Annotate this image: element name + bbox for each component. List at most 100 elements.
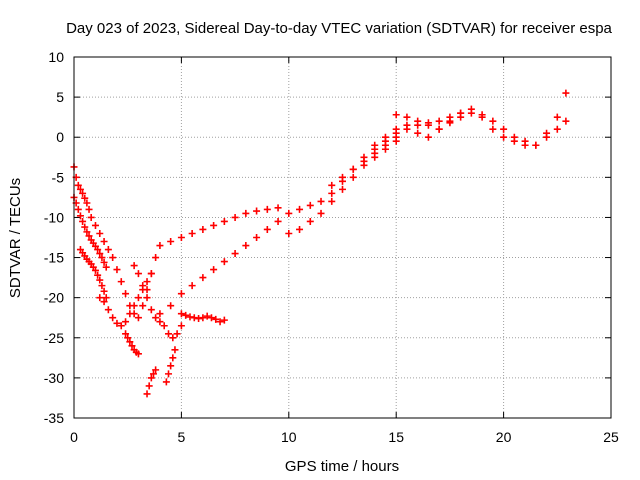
data-point bbox=[173, 330, 181, 338]
data-point bbox=[98, 282, 106, 290]
data-point bbox=[152, 314, 160, 322]
data-point bbox=[392, 133, 400, 141]
data-point bbox=[167, 362, 175, 370]
series-sat-05 bbox=[96, 270, 155, 330]
data-point bbox=[553, 125, 561, 133]
data-point bbox=[96, 229, 104, 237]
series-sat-14 bbox=[296, 129, 400, 213]
data-point bbox=[143, 294, 151, 302]
data-point bbox=[134, 350, 142, 358]
data-point bbox=[128, 342, 136, 350]
data-point bbox=[109, 254, 117, 262]
data-point bbox=[500, 133, 508, 141]
series-sat-16 bbox=[371, 105, 570, 149]
series-sat-03 bbox=[76, 246, 110, 302]
y-tick-label: -5 bbox=[52, 169, 65, 185]
data-point bbox=[104, 306, 112, 314]
chart-title: Day 023 of 2023, Sidereal Day-to-day VTE… bbox=[66, 20, 612, 37]
data-point bbox=[543, 129, 551, 137]
series-sat-06 bbox=[122, 330, 142, 358]
data-point bbox=[263, 225, 271, 233]
data-point bbox=[134, 314, 142, 322]
data-point bbox=[96, 294, 104, 302]
data-point bbox=[381, 133, 389, 141]
data-point bbox=[532, 141, 540, 149]
data-point bbox=[147, 270, 155, 278]
data-point bbox=[220, 316, 228, 324]
data-point bbox=[130, 262, 138, 270]
data-point bbox=[94, 246, 102, 254]
data-point bbox=[102, 294, 110, 302]
data-point bbox=[126, 310, 134, 318]
data-point bbox=[74, 181, 82, 189]
data-point bbox=[104, 246, 112, 254]
data-point bbox=[122, 330, 130, 338]
plot-frame bbox=[73, 56, 612, 419]
data-point bbox=[152, 254, 160, 262]
series-sat-11 bbox=[167, 204, 282, 246]
data-point bbox=[457, 113, 465, 121]
data-point bbox=[169, 334, 177, 342]
data-point bbox=[81, 194, 89, 202]
data-point bbox=[371, 141, 379, 149]
data-point bbox=[360, 157, 368, 165]
data-point bbox=[85, 232, 93, 240]
data-point bbox=[371, 149, 379, 157]
data-point bbox=[220, 217, 228, 225]
y-tick-label: -20 bbox=[44, 290, 64, 306]
data-point bbox=[94, 271, 102, 279]
data-point bbox=[467, 109, 475, 117]
data-point bbox=[553, 113, 561, 121]
data-point bbox=[83, 199, 91, 207]
data-point bbox=[199, 314, 207, 322]
x-tick-label: 0 bbox=[70, 429, 78, 445]
y-tick-label: -25 bbox=[44, 330, 64, 346]
x-tick-label: 25 bbox=[603, 429, 619, 445]
data-point bbox=[478, 111, 486, 119]
y-tick-label: -15 bbox=[44, 250, 64, 266]
data-point bbox=[74, 205, 82, 213]
y-axis-label: SDTVAR / TECUs bbox=[7, 178, 24, 298]
data-point bbox=[122, 318, 130, 326]
data-point bbox=[143, 278, 151, 286]
data-point bbox=[199, 225, 207, 233]
data-point bbox=[117, 322, 125, 330]
data-point bbox=[96, 276, 104, 284]
data-point bbox=[403, 121, 411, 129]
data-point bbox=[83, 228, 91, 236]
data-point bbox=[220, 258, 228, 266]
y-tick-label: -30 bbox=[44, 370, 64, 386]
data-point bbox=[263, 205, 271, 213]
x-tick-label: 15 bbox=[388, 429, 404, 445]
data-point bbox=[317, 197, 325, 205]
y-tick-label: 5 bbox=[56, 89, 64, 105]
data-point bbox=[274, 217, 282, 225]
data-point bbox=[210, 266, 218, 274]
data-point bbox=[156, 318, 164, 326]
data-point bbox=[328, 197, 336, 205]
data-point bbox=[188, 229, 196, 237]
grid bbox=[74, 57, 611, 418]
data-point bbox=[339, 173, 346, 181]
data-point bbox=[134, 270, 142, 278]
data-point bbox=[199, 274, 207, 282]
data-point bbox=[317, 209, 325, 217]
data-point bbox=[253, 207, 261, 215]
data-point bbox=[102, 263, 110, 271]
data-point bbox=[296, 225, 304, 233]
data-point bbox=[139, 302, 147, 310]
data-point bbox=[521, 137, 529, 145]
axis-ticks: -35 -30 -25 -20 -15 -10 -5 0 5 10 0 5 10 15 20 25 bbox=[44, 49, 619, 445]
data-point bbox=[195, 315, 203, 323]
data-point bbox=[188, 282, 196, 290]
data-point bbox=[147, 306, 155, 314]
data-point bbox=[489, 117, 497, 125]
data-point bbox=[160, 322, 168, 330]
data-point bbox=[190, 314, 198, 322]
y-tick-label: -35 bbox=[44, 410, 64, 426]
data-point bbox=[177, 322, 185, 330]
x-axis-label: GPS time / hours bbox=[285, 458, 399, 475]
y-tick-label: 10 bbox=[48, 49, 64, 65]
x-tick-label: 5 bbox=[178, 429, 186, 445]
data-point bbox=[117, 278, 125, 286]
